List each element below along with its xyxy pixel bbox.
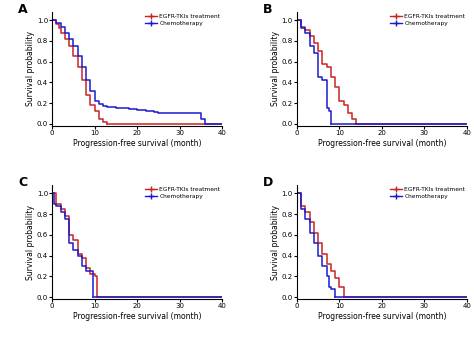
- X-axis label: Progression-free survival (month): Progression-free survival (month): [318, 312, 446, 321]
- Y-axis label: Survival probability: Survival probability: [27, 31, 36, 106]
- Text: B: B: [263, 3, 273, 16]
- Text: A: A: [18, 3, 28, 16]
- Legend: EGFR-TKIs treatment, Chemotherapy: EGFR-TKIs treatment, Chemotherapy: [390, 187, 465, 199]
- Text: D: D: [263, 176, 273, 189]
- X-axis label: Progression-free survival (month): Progression-free survival (month): [73, 312, 201, 321]
- Legend: EGFR-TKIs treatment, Chemotherapy: EGFR-TKIs treatment, Chemotherapy: [146, 187, 220, 199]
- Y-axis label: Survival probability: Survival probability: [271, 204, 280, 280]
- Y-axis label: Survival probability: Survival probability: [271, 31, 280, 106]
- Y-axis label: Survival probability: Survival probability: [27, 204, 36, 280]
- X-axis label: Progression-free survival (month): Progression-free survival (month): [73, 139, 201, 148]
- Text: C: C: [18, 176, 27, 189]
- Legend: EGFR-TKIs treatment, Chemotherapy: EGFR-TKIs treatment, Chemotherapy: [146, 14, 220, 26]
- X-axis label: Progression-free survival (month): Progression-free survival (month): [318, 139, 446, 148]
- Legend: EGFR-TKIs treatment, Chemotherapy: EGFR-TKIs treatment, Chemotherapy: [390, 14, 465, 26]
